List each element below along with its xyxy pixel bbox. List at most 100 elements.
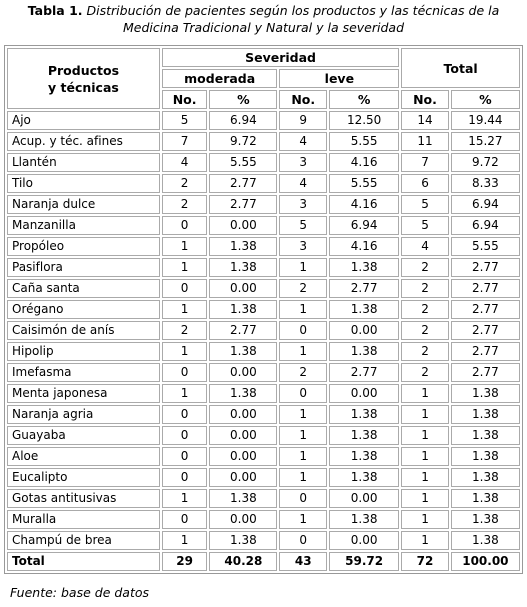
cell: 5: [279, 216, 327, 235]
cell: 2: [401, 300, 449, 319]
header-cell: No.: [161, 90, 208, 109]
cell: 2.77: [450, 321, 520, 340]
data-row: Llantén 4 5.55 3 4.16 7 9.72: [7, 153, 520, 172]
cell: 2.77: [329, 279, 400, 298]
cell: 1.38: [450, 489, 520, 508]
cell: 9.72: [209, 132, 278, 151]
row-label: Manzanilla: [7, 216, 160, 235]
cell: 6.94: [209, 111, 278, 130]
cell: 2: [161, 195, 208, 214]
data-row: Naranja dulce 2 2.77 3 4.16 5 6.94: [7, 195, 520, 214]
header-cell: %: [209, 90, 278, 109]
cell: 2: [401, 363, 449, 382]
header-cell: %: [450, 90, 520, 109]
cell: 1.38: [209, 258, 278, 277]
cell: 0: [161, 426, 208, 445]
row-label: Menta japonesa: [7, 384, 160, 403]
cell: 2.77: [450, 342, 520, 361]
cell: 0.00: [209, 216, 278, 235]
data-row: Acup. y téc. afines 7 9.72 4 5.55 11 15.27: [7, 132, 520, 151]
data-row: Naranja agria 0 0.00 1 1.38 1 1.38: [7, 405, 520, 424]
data-row: Muralla 0 0.00 1 1.38 1 1.38: [7, 510, 520, 529]
cell: 1: [401, 489, 449, 508]
data-row: Champú de brea 1 1.38 0 0.00 1 1.38: [7, 531, 520, 550]
cell: 1: [279, 258, 327, 277]
cell: 2.77: [450, 300, 520, 319]
row-label: Caña santa: [7, 279, 160, 298]
cell: 0.00: [209, 363, 278, 382]
row-label: Naranja agria: [7, 405, 160, 424]
cell: 6: [401, 174, 449, 193]
cell: 2: [279, 363, 327, 382]
row-label: Llantén: [7, 153, 160, 172]
header-row: No.% No.% No.%: [7, 90, 520, 109]
cell: 1.38: [329, 258, 400, 277]
cell: 1: [161, 237, 208, 256]
header-text: Productos: [47, 62, 120, 78]
cell: 0: [279, 531, 327, 550]
row-label: Acup. y téc. afines: [7, 132, 160, 151]
cell: 1: [279, 447, 327, 466]
cell: 100.00: [450, 552, 520, 571]
cell: 1.38: [329, 342, 400, 361]
row-label: Aloe: [7, 447, 160, 466]
cell: 2: [401, 279, 449, 298]
header-cell: Total: [401, 48, 520, 88]
cell: 1.38: [450, 384, 520, 403]
header-cell: Severidad: [161, 48, 400, 67]
cell: 1.38: [329, 405, 400, 424]
cell: 0.00: [329, 384, 400, 403]
data-row: Manzanilla 0 0.00 5 6.94 5 6.94: [7, 216, 520, 235]
cell: 19.44: [450, 111, 520, 130]
header-row: Productos y técnicas Severidad Total: [7, 48, 520, 109]
cell: 59.72: [329, 552, 400, 571]
cell: 2: [161, 174, 208, 193]
cell: 1.38: [209, 531, 278, 550]
cell: 1.38: [450, 531, 520, 550]
cell: 4: [279, 132, 327, 151]
cell: 1: [401, 531, 449, 550]
row-label: Orégano: [7, 300, 160, 319]
cell: 2.77: [209, 195, 278, 214]
row-label: Muralla: [7, 510, 160, 529]
cell: 1: [161, 300, 208, 319]
header-cell: %: [329, 90, 400, 109]
cell: 0: [161, 468, 208, 487]
data-row: Aloe 0 0.00 1 1.38 1 1.38: [7, 447, 520, 466]
cell: 0.00: [329, 489, 400, 508]
header-text: y técnicas: [48, 79, 119, 95]
cell: 2: [279, 279, 327, 298]
cell: 2.77: [450, 279, 520, 298]
cell: 5: [161, 111, 208, 130]
header-cell: No.: [401, 90, 449, 109]
cell: 0.00: [209, 405, 278, 424]
caption-text: Distribución de pacientes según los prod…: [86, 3, 500, 35]
cell: 12.50: [329, 111, 400, 130]
row-label: Propóleo: [7, 237, 160, 256]
cell: 0.00: [209, 468, 278, 487]
data-row: Caisimón de anís 2 2.77 0 0.00 2 2.77: [7, 321, 520, 340]
row-label: Hipolip: [7, 342, 160, 361]
cell: 4: [279, 174, 327, 193]
cell: 4.16: [329, 195, 400, 214]
row-label: Total: [7, 552, 160, 571]
cell: 14: [401, 111, 449, 130]
data-row: Menta japonesa 1 1.38 0 0.00 1 1.38: [7, 384, 520, 403]
cell: 0: [279, 321, 327, 340]
data-row: Pasiflora 1 1.38 1 1.38 2 2.77: [7, 258, 520, 277]
cell: 2: [401, 258, 449, 277]
data-row: Eucalipto 0 0.00 1 1.38 1 1.38: [7, 468, 520, 487]
cell: 1.38: [209, 342, 278, 361]
cell: 5.55: [329, 174, 400, 193]
cell: 1: [161, 531, 208, 550]
cell: 3: [279, 153, 327, 172]
cell: 1.38: [209, 489, 278, 508]
row-label: Tilo: [7, 174, 160, 193]
cell: 6.94: [450, 195, 520, 214]
cell: 1: [161, 384, 208, 403]
row-label: Imefasma: [7, 363, 160, 382]
cell: 0.00: [209, 447, 278, 466]
row-label: Naranja dulce: [7, 195, 160, 214]
